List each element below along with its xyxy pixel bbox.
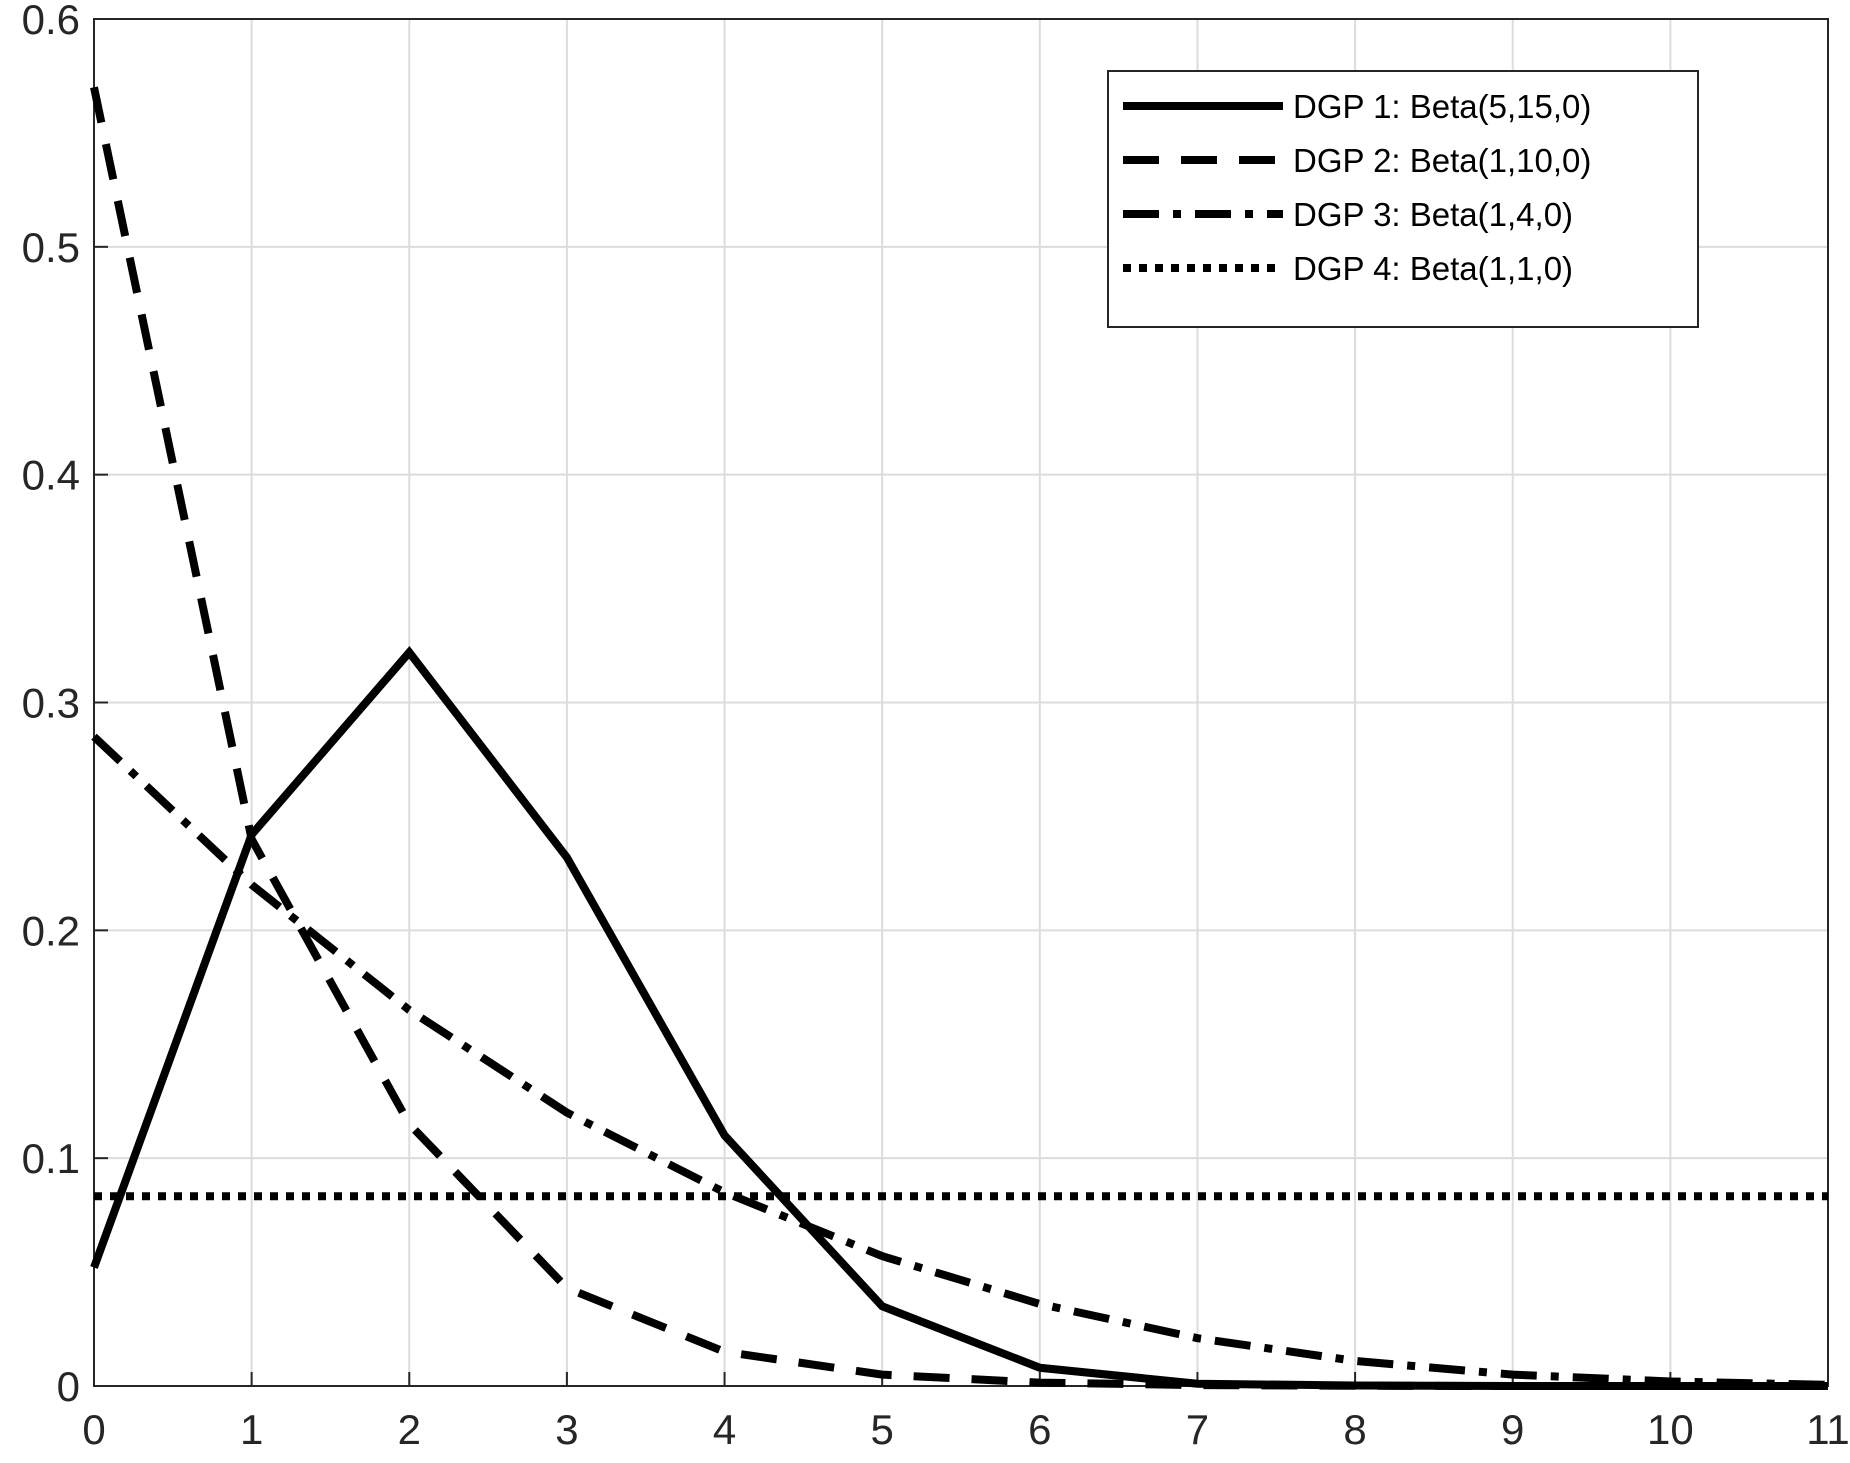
series-line [90,646,1828,1390]
series-line [91,733,1829,1389]
x-tick-label: 10 [1647,1406,1694,1453]
x-tick-label: 6 [1028,1406,1051,1453]
x-tick-label: 4 [713,1406,736,1453]
y-tick-label: 0.1 [22,1135,80,1182]
y-tick-label: 0.5 [22,224,80,271]
legend-label: DGP 4: Beta(1,1,0) [1293,250,1573,287]
legend-label: DGP 3: Beta(1,4,0) [1293,196,1573,233]
x-tick-label: 5 [871,1406,894,1453]
y-tick-label: 0.2 [22,907,80,954]
y-tick-label: 0.4 [22,452,80,499]
y-tick-label: 0 [57,1363,80,1410]
x-tick-label: 7 [1186,1406,1209,1453]
x-tick-label: 3 [555,1406,578,1453]
y-tick-label: 0.3 [22,680,80,727]
x-tick-label: 2 [398,1406,421,1453]
legend-box [1107,70,1699,328]
x-tick-label: 11 [1806,1406,1850,1453]
x-tick-label: 0 [82,1406,105,1453]
legend-label: DGP 1: Beta(5,15,0) [1293,88,1591,125]
axes-box [93,18,1829,1387]
x-tick-label: 9 [1501,1406,1524,1453]
legend: DGP 1: Beta(5,15,0) DGP 2: Beta(1,10,0) DG… [1107,70,1699,328]
y-tick-label: 0.6 [22,0,80,43]
x-tick-label: 1 [240,1406,263,1453]
legend-label: DGP 2: Beta(1,10,0) [1293,142,1591,179]
x-tick-label: 8 [1343,1406,1366,1453]
